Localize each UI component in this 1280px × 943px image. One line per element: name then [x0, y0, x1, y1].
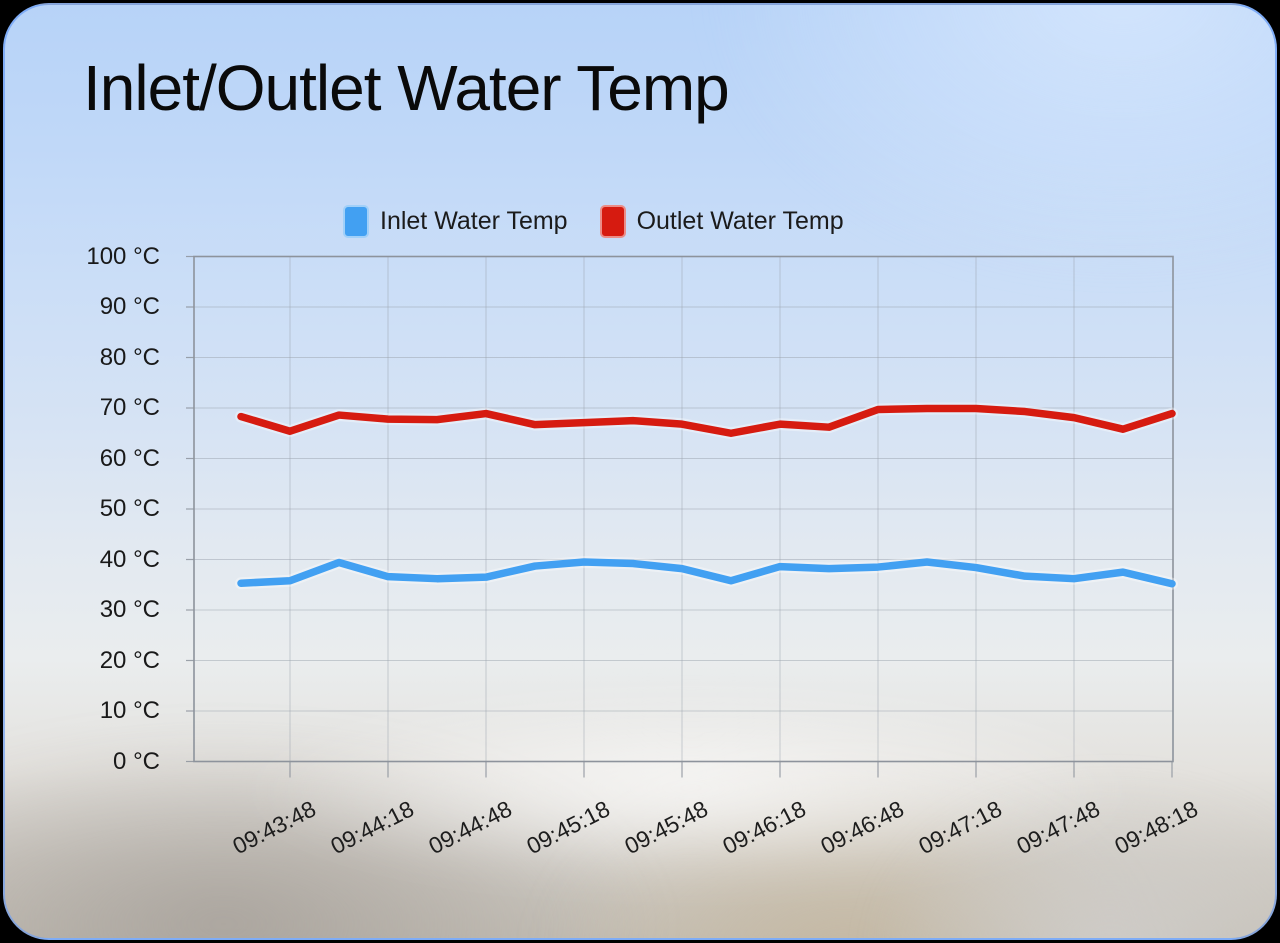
legend-item-inlet: Inlet Water Temp	[343, 205, 568, 238]
x-tick-label: 09:45:48	[620, 795, 712, 860]
legend-item-outlet: Outlet Water Temp	[599, 205, 844, 238]
legend-label: Outlet Water Temp	[636, 207, 844, 235]
legend-label: Inlet Water Temp	[380, 207, 568, 235]
y-tick-label: 70 °C	[99, 394, 160, 421]
legend-swatch-icon	[599, 205, 626, 238]
y-tick-label: 0 °C	[113, 747, 160, 775]
x-tick-label: 09:47:18	[914, 795, 1006, 860]
x-tick-label: 09:46:48	[816, 795, 908, 860]
sky-highlight	[703, 5, 1275, 285]
plot-border	[193, 255, 1174, 763]
chart-plot	[186, 255, 1178, 778]
cloud-right	[868, 778, 1275, 938]
x-tick-label: 09:46:18	[718, 795, 810, 860]
y-axis-labels: 100 °C 90 °C 80 °C 70 °C 60 °C 50 °C 40 °C 30 °…	[35, 5, 160, 938]
y-tick-label: 100 °C	[86, 242, 160, 270]
x-tick-label: 09:48:18	[1110, 795, 1202, 860]
y-tick-label: 60 °C	[99, 444, 160, 472]
outlet-temp-line	[237, 404, 1176, 437]
x-tick-label: 09:44:18	[326, 795, 418, 860]
x-tick-label: 09:44:48	[424, 795, 516, 860]
legend-swatch-icon	[343, 205, 369, 238]
x-tick-label: 09:45:18	[522, 795, 614, 860]
x-tick-label: 09:43:48	[228, 795, 320, 860]
y-tick-label: 90 °C	[99, 293, 160, 320]
x-tick-label: 09:47:48	[1012, 795, 1104, 860]
y-tick-label: 10 °C	[99, 697, 160, 724]
y-tick-label: 50 °C	[99, 495, 160, 522]
y-tick-label: 30 °C	[99, 596, 160, 623]
y-tick-label: 80 °C	[99, 343, 160, 371]
dashboard-card: Inlet/Outlet Water Temp Inlet Water Temp…	[3, 3, 1277, 940]
cloud-center	[538, 768, 1148, 938]
y-tick-label: 40 °C	[99, 545, 160, 573]
y-tick-label: 20 °C	[99, 646, 160, 674]
chart-legend: Inlet Water Temp Outlet Water Temp	[343, 205, 844, 238]
inlet-temp-line	[237, 558, 1176, 588]
page-title: Inlet/Outlet Water Temp	[83, 52, 730, 124]
